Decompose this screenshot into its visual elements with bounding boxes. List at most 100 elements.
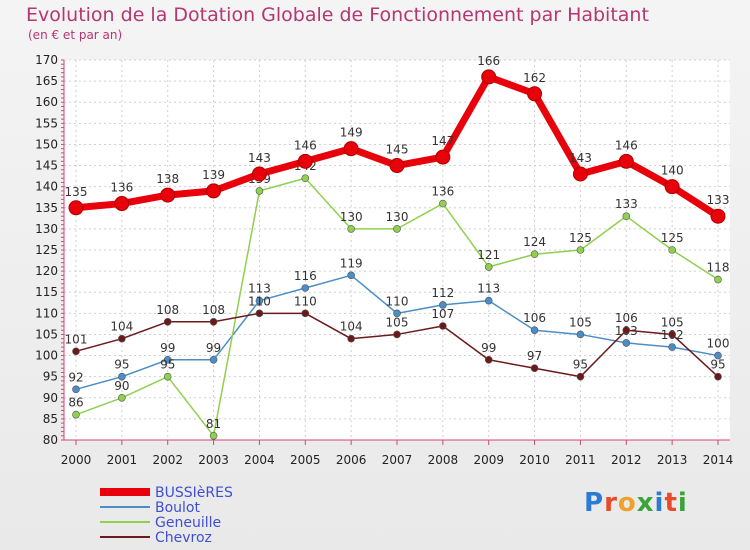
data-point — [255, 187, 264, 195]
data-label: 145 — [386, 143, 409, 157]
y-tick-label: 100 — [35, 349, 58, 363]
x-tick-label: 2010 — [519, 453, 550, 467]
data-point — [118, 334, 126, 343]
data-point — [343, 141, 359, 157]
data-label: 112 — [431, 286, 454, 300]
x-tick-label: 2011 — [565, 453, 596, 467]
data-point — [209, 317, 218, 326]
data-label: 138 — [156, 172, 179, 186]
data-point — [393, 225, 401, 233]
y-tick-label: 90 — [43, 391, 58, 405]
data-point — [484, 263, 493, 271]
data-label: 90 — [114, 379, 129, 393]
data-point — [389, 158, 405, 174]
data-label: 130 — [340, 210, 363, 224]
data-point — [209, 431, 218, 440]
data-label: 166 — [477, 54, 500, 68]
data-label: 135 — [65, 185, 88, 199]
data-label: 106 — [615, 311, 638, 325]
data-point — [714, 372, 722, 381]
legend-label: Geneuille — [155, 515, 221, 531]
data-point — [622, 339, 631, 347]
data-point — [206, 183, 222, 199]
x-tick-label: 2004 — [244, 453, 275, 467]
data-label: 140 — [661, 164, 684, 178]
legend-label: BUSSIèRES — [155, 485, 233, 501]
data-label: 105 — [386, 315, 409, 329]
data-label: 119 — [340, 256, 363, 270]
data-label: 124 — [523, 235, 546, 249]
y-tick-label: 110 — [35, 306, 58, 320]
data-point — [668, 330, 676, 339]
data-point — [484, 296, 493, 305]
data-point — [435, 149, 451, 165]
y-tick-label: 130 — [35, 222, 58, 236]
data-label: 113 — [248, 282, 271, 296]
data-label: 108 — [156, 303, 179, 317]
data-point — [668, 343, 676, 351]
chart-title: Evolution de la Dotation Globale de Fonc… — [26, 4, 649, 26]
y-tick-label: 115 — [35, 285, 58, 299]
data-point — [622, 326, 631, 335]
data-point — [347, 271, 355, 280]
y-tick-label: 85 — [43, 412, 58, 426]
data-label: 146 — [294, 138, 317, 152]
data-point — [163, 355, 172, 364]
data-point — [163, 317, 172, 326]
x-tick-label: 2000 — [61, 453, 92, 467]
data-point — [572, 166, 588, 182]
data-point — [393, 309, 401, 318]
data-label: 110 — [248, 294, 271, 308]
data-label: 95 — [160, 358, 175, 372]
data-label: 99 — [481, 341, 496, 355]
data-point — [163, 372, 172, 381]
proxiti-logo: Proxiti — [584, 488, 688, 518]
data-label: 101 — [65, 332, 88, 346]
data-label: 106 — [523, 311, 546, 325]
data-label: 108 — [202, 303, 225, 317]
data-point — [714, 275, 722, 284]
y-tick-label: 105 — [35, 327, 58, 341]
data-label: 149 — [340, 126, 363, 140]
data-point — [72, 410, 80, 419]
data-label: 81 — [206, 417, 221, 431]
x-tick-label: 2014 — [703, 453, 734, 467]
data-label: 130 — [386, 210, 409, 224]
data-label: 100 — [707, 337, 730, 351]
data-label: 125 — [569, 231, 592, 245]
data-label: 95 — [710, 358, 725, 372]
legend-label: Boulot — [155, 500, 200, 516]
data-point — [618, 153, 634, 169]
data-label: 92 — [68, 370, 83, 384]
data-point — [347, 225, 355, 233]
x-tick-label: 2012 — [611, 453, 642, 467]
data-label: 104 — [110, 320, 133, 334]
chart-subtitle: (en € et par an) — [28, 28, 123, 42]
data-label: 125 — [661, 231, 684, 245]
data-point — [439, 301, 447, 309]
data-point — [530, 326, 539, 335]
data-point — [251, 166, 267, 182]
data-point — [576, 330, 585, 339]
data-point — [439, 199, 447, 208]
data-point — [484, 355, 493, 364]
data-label: 95 — [114, 358, 129, 372]
y-tick-label: 95 — [43, 370, 58, 384]
y-tick-label: 145 — [35, 159, 58, 173]
y-tick-label: 155 — [35, 116, 58, 130]
data-label: 105 — [661, 315, 684, 329]
data-point — [481, 69, 497, 85]
data-point — [301, 174, 310, 183]
data-label: 105 — [569, 315, 592, 329]
data-label: 133 — [707, 193, 730, 207]
x-tick-label: 2002 — [152, 453, 183, 467]
x-tick-label: 2007 — [382, 453, 413, 467]
data-point — [301, 284, 310, 292]
data-label: 104 — [340, 320, 363, 334]
x-tick-label: 2005 — [290, 453, 321, 467]
data-point — [118, 372, 126, 381]
y-tick-label: 135 — [35, 201, 58, 215]
data-label: 86 — [68, 396, 83, 410]
